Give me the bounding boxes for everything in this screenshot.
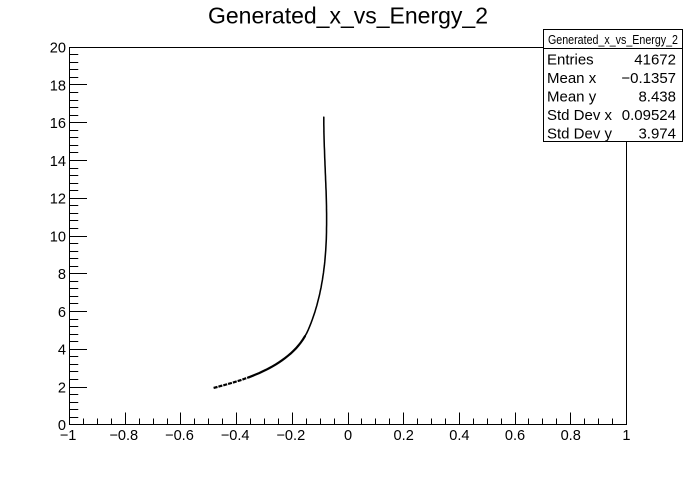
svg-text:Generated_x_vs_Energy_2: Generated_x_vs_Energy_2: [548, 32, 678, 47]
svg-text:0: 0: [344, 428, 352, 444]
svg-text:−0.2: −0.2: [276, 428, 305, 444]
svg-text:0.4: 0.4: [449, 428, 469, 444]
svg-text:−0.4: −0.4: [221, 428, 250, 444]
svg-text:41672: 41672: [634, 52, 676, 69]
svg-text:Entries: Entries: [547, 52, 594, 69]
svg-text:Std Dev x: Std Dev x: [547, 107, 613, 124]
svg-text:−0.6: −0.6: [165, 428, 194, 444]
svg-text:20: 20: [50, 41, 66, 57]
svg-text:3.974: 3.974: [638, 126, 676, 143]
svg-text:8: 8: [58, 267, 66, 283]
svg-text:2: 2: [58, 380, 66, 396]
svg-text:18: 18: [50, 78, 66, 94]
svg-text:Mean y: Mean y: [547, 89, 597, 106]
svg-text:0.8: 0.8: [561, 428, 581, 444]
svg-text:−0.8: −0.8: [109, 428, 138, 444]
svg-text:6: 6: [58, 305, 66, 321]
svg-text:Generated_x_vs_Energy_2: Generated_x_vs_Energy_2: [208, 3, 488, 29]
svg-text:Mean x: Mean x: [547, 70, 597, 87]
svg-text:8.438: 8.438: [638, 89, 676, 106]
svg-text:10: 10: [50, 229, 66, 245]
svg-text:0: 0: [58, 418, 66, 434]
svg-text:−1: −1: [60, 428, 77, 444]
svg-text:16: 16: [50, 116, 66, 132]
svg-text:4: 4: [58, 343, 66, 359]
svg-text:0.6: 0.6: [505, 428, 525, 444]
svg-text:Std Dev y: Std Dev y: [547, 126, 613, 143]
svg-text:−0.1357: −0.1357: [621, 70, 676, 87]
svg-text:12: 12: [50, 192, 66, 208]
svg-text:0.09524: 0.09524: [622, 107, 676, 124]
svg-text:0.2: 0.2: [394, 428, 414, 444]
svg-text:14: 14: [50, 154, 66, 170]
svg-text:1: 1: [622, 428, 630, 444]
